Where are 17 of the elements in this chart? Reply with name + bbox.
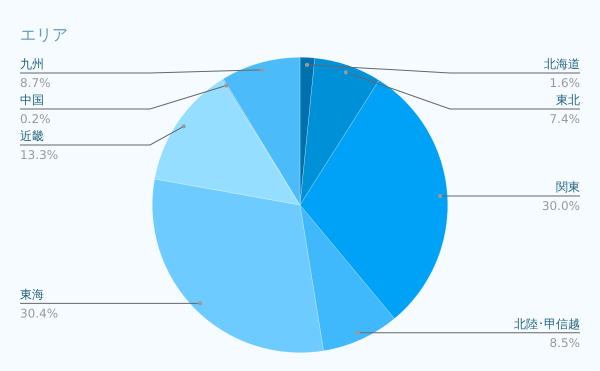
slice-label: 東北 <box>556 93 580 108</box>
data-label: 30.0% <box>542 199 580 214</box>
slice-label: 九州 <box>20 57 44 72</box>
data-label: 8.7% <box>20 76 50 90</box>
slice-label: 中国 <box>20 93 44 108</box>
data-label: 30.4% <box>20 306 58 321</box>
slice-label: 東海 <box>20 288 44 302</box>
chart-title: エリア <box>20 25 68 44</box>
slice-label: 北海道 <box>544 57 580 72</box>
slice-label: 近畿 <box>20 129 44 144</box>
data-label: 0.2% <box>20 112 50 126</box>
slice-label: 北陸･甲信越 <box>514 316 580 331</box>
data-label: 8.5% <box>550 336 580 350</box>
data-label: 7.4% <box>550 112 580 126</box>
data-label: 1.6% <box>550 76 580 90</box>
slice-label: 関東 <box>556 180 580 194</box>
data-label: 13.3% <box>20 148 58 162</box>
